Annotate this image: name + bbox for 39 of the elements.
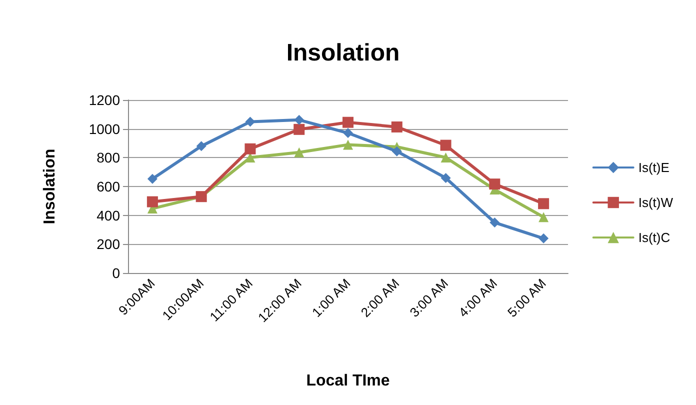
- point: [343, 140, 353, 150]
- point: [440, 152, 451, 163]
- point: [294, 114, 304, 125]
- y-tick-label: 400: [96, 207, 120, 224]
- y-tick-label: 1200: [88, 92, 120, 108]
- legend-label: Is(t)E: [638, 160, 670, 175]
- point: [489, 178, 500, 190]
- point: [245, 152, 256, 163]
- point: [196, 141, 206, 152]
- y-tick-label: 1000: [88, 120, 120, 137]
- y-tick-label: 600: [96, 178, 120, 194]
- point: [146, 196, 158, 208]
- legend-label: Is(t)W: [638, 195, 674, 210]
- point: [294, 124, 305, 135]
- point: [343, 128, 353, 138]
- point: [392, 146, 402, 156]
- x-tick-label: 3:00 AM: [406, 276, 452, 320]
- point: [391, 121, 402, 132]
- chart-title: Insolation: [286, 40, 400, 66]
- y-tick-label: 0: [112, 265, 120, 281]
- y-tick-label: 800: [96, 150, 120, 166]
- point: [245, 116, 256, 127]
- legend-label: Is(t)C: [638, 230, 670, 245]
- x-tick-label: 5:00 AM: [504, 276, 549, 320]
- point: [342, 116, 354, 128]
- point: [538, 233, 549, 244]
- y-tick-label: 200: [96, 236, 120, 252]
- point: [244, 143, 256, 154]
- point: [490, 218, 500, 228]
- x-tick-label: 4:00 AM: [456, 276, 500, 320]
- point: [440, 140, 452, 151]
- point: [294, 147, 304, 158]
- x-tick-label: 1:00 AM: [309, 276, 354, 320]
- point: [440, 172, 451, 183]
- point: [147, 174, 158, 184]
- x-axis-title: Local TIme: [306, 372, 390, 390]
- point: [538, 198, 550, 210]
- point: [538, 212, 549, 222]
- y-axis-title: Insolation: [42, 148, 58, 224]
